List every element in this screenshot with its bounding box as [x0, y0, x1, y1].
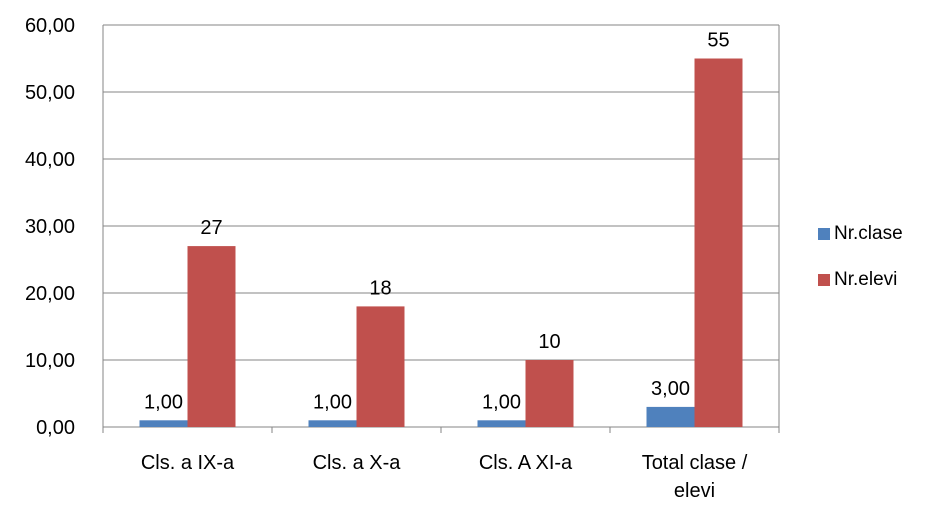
bar-nr-elevi [694, 58, 743, 427]
data-label: 3,00 [651, 378, 690, 400]
data-label: 18 [369, 277, 391, 299]
data-label: 1,00 [144, 391, 183, 413]
x-tick-label: Cls. A XI-a [479, 452, 573, 474]
y-tick-label: 60,00 [25, 15, 75, 37]
bar-nr-clase [477, 420, 526, 427]
y-tick-label: 20,00 [25, 283, 75, 305]
data-label: 10 [538, 331, 560, 353]
y-tick-label: 40,00 [25, 149, 75, 171]
legend-swatch [818, 228, 830, 240]
bar-nr-elevi [525, 360, 574, 427]
legend: Nr.clase Nr.elevi [818, 223, 903, 290]
y-tick-label: 50,00 [25, 82, 75, 104]
data-label: 1,00 [313, 391, 352, 413]
legend-swatch [818, 274, 830, 286]
bar-nr-clase [646, 406, 695, 427]
bar-nr-elevi [356, 306, 405, 427]
bars [139, 58, 743, 427]
x-tick-label: Total clase / elevi [642, 452, 748, 502]
x-tick-label: Cls. a IX-a [141, 452, 235, 474]
bar-nr-clase [139, 420, 188, 427]
data-label: 1,00 [482, 391, 521, 413]
y-tick-label: 30,00 [25, 216, 75, 238]
data-labels: 1,00 27 1,00 18 1,00 10 3,00 55 [144, 30, 730, 414]
y-axis-ticks: 0,00 10,00 20,00 30,00 40,00 50,00 60,00 [25, 15, 75, 439]
data-label: 55 [707, 30, 729, 52]
y-tick-label: 0,00 [36, 417, 75, 439]
data-label: 27 [200, 217, 222, 239]
y-tick-label: 10,00 [25, 350, 75, 372]
bar-nr-elevi [187, 246, 236, 427]
bar-nr-clase [308, 420, 357, 427]
x-tick-label: Cls. a X-a [313, 452, 402, 474]
legend-label: Nr.clase [834, 223, 903, 244]
legend-label: Nr.elevi [834, 269, 897, 290]
x-axis-ticks: Cls. a IX-a Cls. a X-a Cls. A XI-a Total cl… [102, 427, 780, 502]
